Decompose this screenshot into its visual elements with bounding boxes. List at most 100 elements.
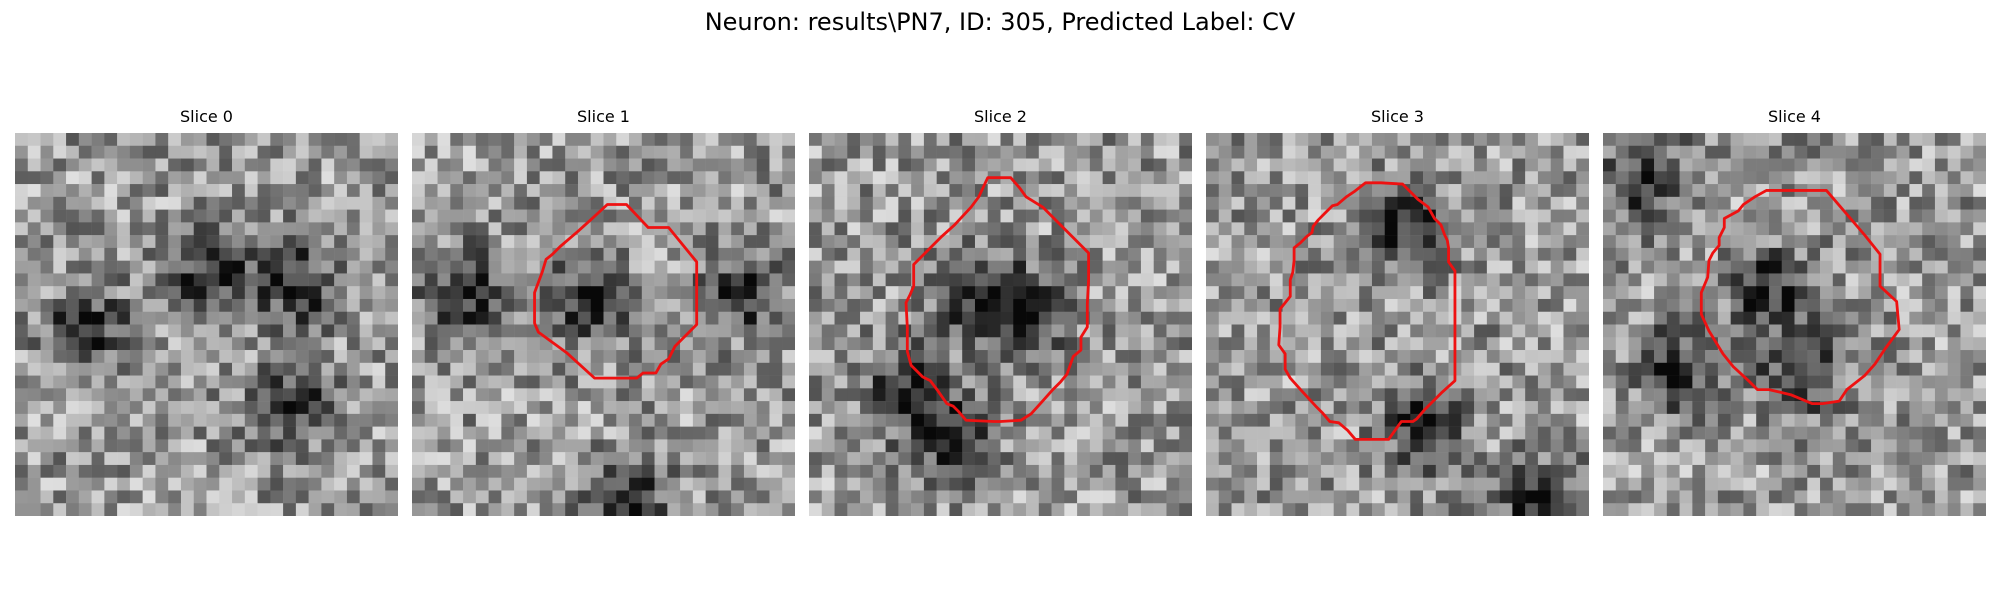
pixel — [577, 273, 591, 287]
pixel — [1038, 171, 1052, 185]
pixel — [1537, 490, 1551, 504]
pixel — [1845, 273, 1859, 287]
pixel — [1550, 222, 1564, 236]
pixel — [91, 413, 105, 427]
pixel — [1717, 439, 1731, 453]
pixel — [1128, 273, 1142, 287]
pixel — [27, 477, 41, 491]
pixel — [705, 337, 719, 351]
pixel — [667, 362, 681, 376]
pixel — [629, 401, 643, 415]
pixel — [1308, 196, 1322, 210]
pixel — [769, 158, 783, 172]
pixel — [1603, 490, 1617, 504]
pixel — [1295, 350, 1309, 364]
pixel — [809, 490, 823, 504]
pixel — [232, 477, 246, 491]
pixel — [1140, 311, 1154, 325]
pixel — [1845, 413, 1859, 427]
pixel — [1973, 350, 1986, 364]
pixel — [1845, 375, 1859, 389]
pixel — [501, 273, 515, 287]
pixel — [1563, 413, 1577, 427]
pixel — [1244, 503, 1258, 516]
pixel — [692, 477, 706, 491]
pixel — [552, 337, 566, 351]
pixel — [1384, 324, 1398, 338]
pixel — [860, 477, 874, 491]
pixel — [1820, 362, 1834, 376]
pixel — [270, 388, 284, 402]
pixel — [219, 388, 233, 402]
pixel — [974, 439, 988, 453]
pixel — [1820, 273, 1834, 287]
pixel — [1820, 350, 1834, 364]
pixel — [1320, 337, 1334, 351]
pixel — [1333, 464, 1347, 478]
pixel — [1320, 439, 1334, 453]
pixel — [488, 184, 502, 198]
pixel — [1537, 298, 1551, 312]
pixel — [885, 145, 899, 159]
pixel — [142, 490, 156, 504]
pixel — [270, 490, 284, 504]
pixel — [1794, 426, 1808, 440]
pixel — [552, 413, 566, 427]
pixel — [295, 324, 309, 338]
pixel — [1654, 337, 1668, 351]
pixel — [898, 362, 912, 376]
pixel — [372, 413, 386, 427]
pixel — [1000, 350, 1014, 364]
pixel — [1474, 196, 1488, 210]
pixel — [936, 477, 950, 491]
pixel — [1922, 133, 1936, 147]
pixel — [1832, 503, 1846, 516]
pixel — [590, 388, 604, 402]
pixel — [475, 133, 489, 147]
pixel — [577, 439, 591, 453]
pixel — [1845, 350, 1859, 364]
pixel — [1768, 286, 1782, 300]
pixel — [539, 209, 553, 223]
pixel — [1244, 311, 1258, 325]
pixel — [1371, 286, 1385, 300]
pixel — [1807, 490, 1821, 504]
pixel — [295, 401, 309, 415]
pixel — [308, 235, 322, 249]
pixel — [1269, 196, 1283, 210]
pixel — [1474, 247, 1488, 261]
pixel — [334, 452, 348, 466]
pixel — [232, 401, 246, 415]
pixel — [590, 413, 604, 427]
pixel — [1269, 452, 1283, 466]
pixel — [1397, 401, 1411, 415]
pixel — [616, 222, 630, 236]
pixel — [1013, 350, 1027, 364]
pixel — [1346, 311, 1360, 325]
pixel — [334, 247, 348, 261]
pixel — [1423, 401, 1437, 415]
pixel — [91, 133, 105, 147]
pixel — [78, 158, 92, 172]
pixel — [1641, 235, 1655, 249]
pixel — [1000, 133, 1014, 147]
pixel — [346, 464, 360, 478]
pixel — [1603, 375, 1617, 389]
pixel — [1615, 273, 1629, 287]
pixel — [308, 439, 322, 453]
pixel — [450, 426, 464, 440]
pixel — [731, 286, 745, 300]
pixel — [1550, 235, 1564, 249]
pixel — [1525, 247, 1539, 261]
pixel — [40, 171, 54, 185]
pixel — [680, 247, 694, 261]
pixel — [885, 337, 899, 351]
pixel — [180, 222, 194, 236]
pixel — [885, 324, 899, 338]
pixel — [27, 247, 41, 261]
pixel — [1206, 464, 1220, 478]
pixel — [680, 184, 694, 198]
pixel — [1423, 260, 1437, 274]
pixel — [1410, 247, 1424, 261]
pixel — [1768, 350, 1782, 364]
